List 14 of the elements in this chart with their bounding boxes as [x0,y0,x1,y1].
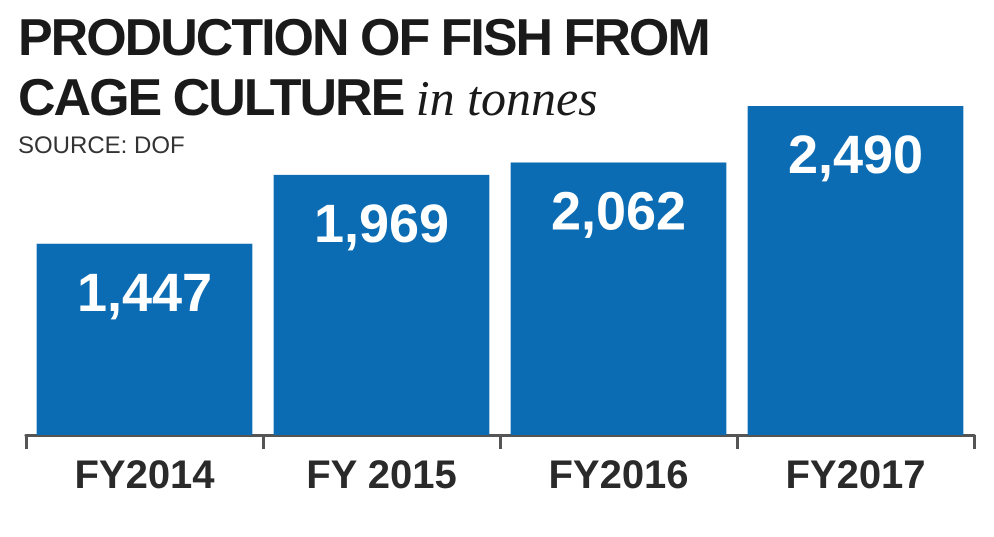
x-tick-label: FY2016 [548,453,689,497]
bar [748,106,964,435]
annotation: SOURCE: DOF [18,132,186,160]
bar [36,244,252,435]
x-tick-label: FY2017 [785,453,926,497]
data-label: 2,062 [550,182,686,242]
data-label: 2,490 [788,125,924,185]
data-label: 1,969 [314,194,450,254]
chart-subtitle: in tonnes [416,70,598,126]
x-tick-label: FY 2015 [306,453,457,497]
bar [274,174,490,435]
bar [510,162,726,435]
data-label: 1,447 [76,262,212,323]
x-tick-label: FY2014 [74,453,216,497]
